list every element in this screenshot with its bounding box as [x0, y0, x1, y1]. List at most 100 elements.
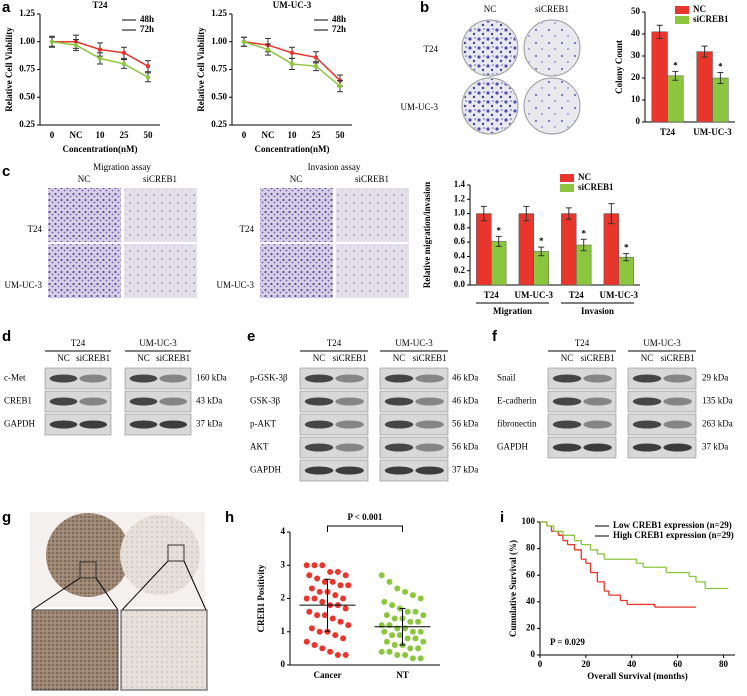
blot-frame	[627, 390, 697, 413]
survival-step	[581, 558, 587, 564]
band	[632, 374, 662, 383]
point	[332, 632, 339, 639]
y-tick-label: 0.0	[454, 279, 466, 289]
band	[415, 443, 444, 452]
point	[386, 648, 393, 655]
column-label: NC	[313, 353, 326, 363]
survival-step	[553, 530, 564, 536]
point	[389, 632, 396, 639]
point	[409, 655, 416, 662]
point	[342, 652, 349, 659]
point	[407, 618, 414, 625]
band	[159, 420, 188, 429]
y-tick-label: 100	[522, 516, 536, 526]
point	[394, 652, 401, 659]
y-tick-label: 0.2	[454, 265, 466, 275]
point	[145, 63, 151, 69]
point	[241, 39, 247, 44]
point	[329, 578, 336, 585]
x-tick-label: 0	[242, 130, 247, 140]
column-label: NC	[484, 4, 497, 14]
bar	[561, 213, 577, 286]
band	[384, 443, 414, 452]
point	[314, 612, 321, 619]
y-tick-label: 0.6	[454, 236, 466, 246]
x-tick-label: T24	[569, 290, 585, 300]
chart-title: UM-UC-3	[273, 0, 312, 10]
bar	[667, 75, 684, 123]
legend-label: siCREB1	[693, 14, 729, 24]
survival-step	[597, 553, 605, 560]
point	[121, 50, 127, 56]
column-label: NC	[561, 353, 574, 363]
y-tick-label: 0	[636, 116, 641, 126]
band	[335, 397, 364, 406]
y-tick-label: 4	[281, 526, 286, 536]
column-label: siCREB1	[333, 353, 367, 363]
point	[381, 598, 388, 605]
band-size: 29 kDa	[702, 373, 728, 383]
column-label: siCREB1	[355, 174, 389, 184]
x-tick-label: 25	[312, 130, 322, 140]
band-name: E-cadherin	[497, 396, 537, 406]
x-axis-label: Overall Survival (months)	[587, 671, 688, 681]
band	[49, 397, 78, 406]
group-label: UM-UC-3	[395, 338, 433, 348]
panel-g-images	[30, 512, 208, 691]
blot-frame	[379, 436, 449, 459]
y-tick-label: 10	[631, 94, 641, 104]
x-tick-label: 50	[336, 130, 346, 140]
y-tick-label: 1.00	[19, 36, 35, 46]
band-name: GAPDH	[497, 442, 529, 452]
survival-step	[696, 581, 706, 589]
band	[129, 397, 158, 406]
band-name: GAPDH	[4, 419, 36, 429]
column-label: siCREB1	[581, 353, 615, 363]
bar	[533, 251, 549, 286]
point	[394, 585, 401, 592]
bar	[651, 31, 668, 123]
point	[316, 588, 323, 595]
y-tick-label: 0.4	[454, 250, 466, 260]
point	[49, 39, 55, 44]
significance-label: *	[581, 228, 586, 238]
band-size: 37 kDa	[196, 419, 222, 429]
bar	[603, 213, 619, 286]
survival-step	[574, 539, 582, 545]
band	[632, 397, 662, 406]
micrograph	[260, 188, 333, 242]
blot-frame	[547, 436, 617, 459]
blot-frame	[627, 367, 697, 390]
point	[319, 645, 326, 652]
bar	[476, 213, 492, 286]
point	[409, 592, 416, 599]
legend-label: 48h	[140, 14, 154, 24]
point	[324, 628, 331, 635]
panel-label: i	[500, 509, 504, 526]
point	[97, 47, 103, 52]
point	[417, 628, 424, 635]
band-size: 135 kDa	[702, 396, 733, 406]
band	[159, 374, 188, 383]
point	[73, 42, 79, 48]
error-bar	[608, 203, 615, 225]
band	[552, 374, 582, 383]
y-tick-label: 80	[526, 543, 536, 553]
error-bar	[324, 578, 331, 632]
band	[304, 374, 334, 383]
legend-label: NC	[578, 172, 591, 182]
point	[306, 608, 313, 615]
legend-label: NC	[693, 4, 706, 14]
point	[311, 642, 318, 649]
survival-step	[689, 575, 697, 582]
significance-label: *	[539, 236, 544, 246]
survival-step	[677, 571, 690, 577]
blot-frame	[44, 390, 112, 413]
survival-step	[654, 566, 667, 573]
point	[319, 598, 326, 605]
band	[632, 420, 662, 429]
point	[308, 625, 315, 632]
band	[663, 420, 692, 429]
point	[145, 75, 151, 80]
bar	[518, 213, 534, 286]
